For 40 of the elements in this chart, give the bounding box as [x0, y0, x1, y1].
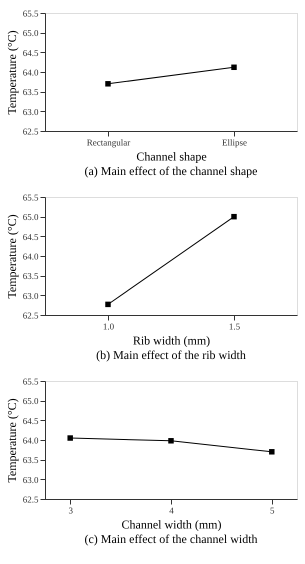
y-tick-label: 64.0	[22, 68, 39, 78]
y-tick-label: 64.5	[22, 232, 39, 242]
x-tick-label: 1.5	[228, 322, 241, 332]
y-tick-label: 64.0	[22, 436, 39, 446]
y-tick-label: 65.0	[22, 396, 39, 406]
y-tick-label: 62.5	[22, 310, 39, 320]
y-tick-label: 65.5	[22, 376, 39, 386]
y-tick-label: 63.0	[22, 290, 39, 301]
x-axis-title: Rib width (mm)	[132, 334, 210, 348]
text: (a) Main effect of the channel shape	[84, 164, 258, 178]
text: (c) Main effect of the channel width	[84, 532, 258, 546]
y-tick-label: 63.5	[22, 455, 39, 466]
x-tick-label: Ellipse	[222, 138, 247, 148]
text: (b) Main effect of the rib width	[96, 348, 246, 362]
y-tick-label: 64.5	[22, 48, 39, 58]
y-tick-label: 64.5	[22, 416, 39, 426]
y-tick-label: 65.0	[22, 212, 39, 222]
x-axis-title: Channel width (mm)	[122, 518, 222, 532]
y-axis-title: Temperature (°C)	[4, 30, 19, 115]
x-tick-label: 5	[270, 506, 276, 516]
x-tick-label: 1.0	[102, 322, 115, 332]
x-tick-label: Rectangular	[86, 138, 130, 148]
y-tick-label: 65.0	[22, 28, 39, 38]
point	[168, 438, 174, 444]
y-tick-label: 62.5	[22, 494, 39, 504]
y-tick-label: 63.0	[22, 474, 39, 485]
y-tick-label: 63.5	[22, 271, 39, 282]
y-tick-label: 64.0	[22, 252, 39, 262]
y-tick-label: 63.0	[22, 106, 39, 117]
y-axis-title: Temperature (°C)	[4, 398, 19, 483]
y-tick-label: 65.5	[22, 8, 39, 18]
x-axis-title: Channel shape	[136, 150, 207, 164]
x-tick-label: 3	[68, 506, 74, 516]
x-tick-label: 4	[169, 506, 174, 516]
y-tick-label: 62.5	[22, 126, 39, 136]
y-tick-label: 65.5	[22, 192, 39, 202]
point	[67, 435, 73, 441]
y-tick-label: 63.5	[22, 87, 39, 98]
y-axis-title: Temperature (°C)	[4, 214, 19, 299]
point	[269, 449, 275, 455]
